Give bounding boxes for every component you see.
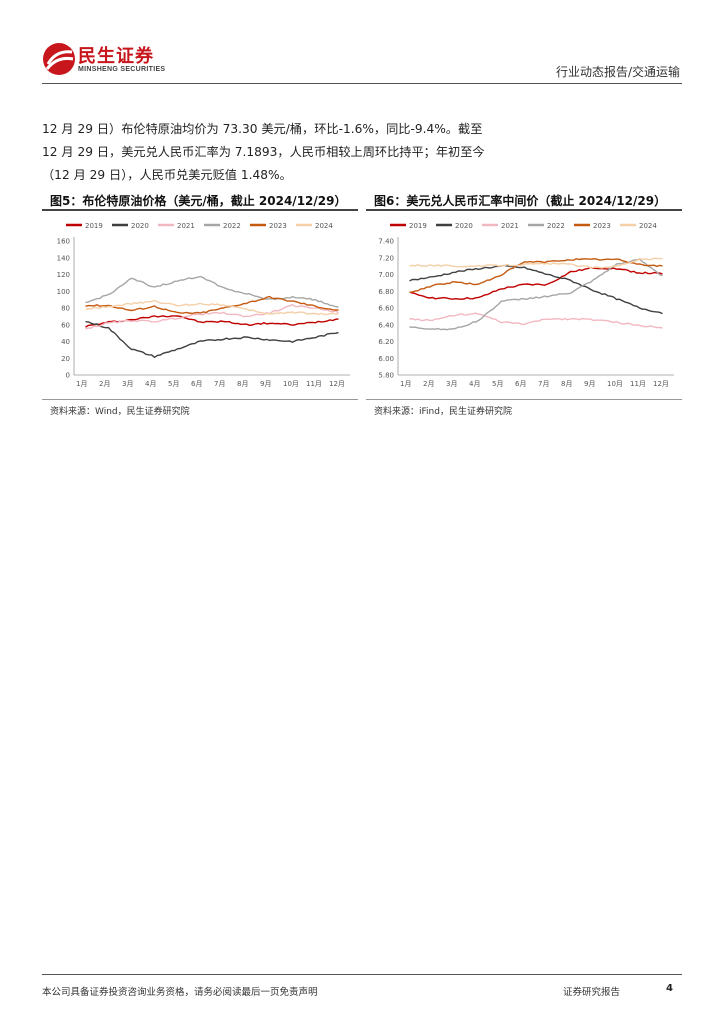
header-divider (42, 83, 682, 84)
company-logo: 民生证券 MINSHENG SECURITIES (42, 40, 192, 80)
x-tick-label: 6月 (191, 380, 202, 388)
body-line-3: （12 月 29 日），人民币兑美元贬值 1.48%。 (42, 168, 292, 182)
y-tick-label: 120 (57, 271, 70, 279)
logo-mark-icon (43, 43, 75, 75)
x-tick-label: 8月 (561, 380, 572, 388)
y-tick-label: 20 (61, 355, 70, 363)
x-tick-label: 7月 (538, 380, 549, 388)
usd-cny-chart: 2019 2020 2021 2022 2023 2024 5.80 6.00 6.20 6.40… (378, 222, 674, 388)
y-tick-label: 40 (61, 338, 70, 346)
x-tick-label: 12月 (329, 380, 345, 388)
legend-label-2021: 2021 (501, 222, 519, 230)
series-line-2020 (409, 264, 663, 315)
y-tick-label: 6.20 (378, 338, 394, 346)
x-tick-label: 3月 (122, 380, 133, 388)
x-tick-label: 10月 (283, 380, 299, 388)
figure-5-title: 图5：布伦特原油价格（美元/桶，截止 2024/12/29） (50, 194, 347, 208)
series-line-2024 (409, 257, 663, 269)
x-tick-label: 11月 (630, 380, 646, 388)
x-tick-label: 5月 (168, 380, 179, 388)
x-tick-label: 4月 (145, 380, 156, 388)
body-paragraph: 12 月 29 日）布伦特原油均价为 73.30 美元/桶，环比-1.6%，同比… (42, 118, 687, 187)
figure-6-title: 图6：美元兑人民币汇率中间价（截止 2024/12/29） (374, 194, 667, 208)
series-line-2021 (85, 303, 339, 330)
series-line-2022 (409, 258, 663, 331)
y-tick-label: 60 (61, 321, 70, 329)
legend-label-2019: 2019 (409, 222, 427, 230)
y-tick-label: 6.80 (378, 288, 394, 296)
figure-5-bottom-rule (42, 399, 358, 400)
brand-name-en: MINSHENG SECURITIES (78, 66, 166, 73)
y-tick-label: 6.60 (378, 305, 394, 313)
figure-6-title-rule (366, 209, 682, 211)
series-line-2019 (409, 266, 663, 300)
y-tick-label: 0 (66, 372, 70, 380)
figure-6-bottom-rule (366, 399, 682, 400)
legend-label-2021: 2021 (177, 222, 195, 230)
footer-divider (42, 974, 682, 975)
x-tick-label: 9月 (584, 380, 595, 388)
page-number: 4 (666, 983, 673, 994)
legend-label-2022: 2022 (223, 222, 241, 230)
series-line-2022 (85, 275, 339, 308)
y-tick-label: 6.00 (378, 355, 394, 363)
x-tick-label: 4月 (469, 380, 480, 388)
legend-label-2022: 2022 (547, 222, 565, 230)
figure-6-source: 资料来源：iFind，民生证券研究院 (374, 407, 512, 417)
legend-label-2023: 2023 (593, 222, 611, 230)
x-tick-label: 7月 (214, 380, 225, 388)
x-tick-label: 1月 (400, 380, 411, 388)
y-tick-label: 160 (57, 238, 70, 246)
body-line-2: 12 月 29 日，美元兑人民币汇率为 7.1893，人民币相较上周环比持平；年… (42, 145, 485, 159)
x-tick-label: 11月 (306, 380, 322, 388)
x-tick-label: 8月 (237, 380, 248, 388)
series-line-2023 (409, 258, 663, 293)
y-tick-label: 5.80 (378, 372, 394, 380)
x-tick-label: 10月 (607, 380, 623, 388)
body-line-1: 12 月 29 日）布伦特原油均价为 73.30 美元/桶，环比-1.6%，同比… (42, 122, 483, 136)
legend-label-2019: 2019 (85, 222, 103, 230)
x-tick-label: 2月 (99, 380, 110, 388)
series-line-2023 (85, 295, 339, 315)
footer-disclaimer: 本公司具备证券投资咨询业务资格，请务必阅读最后一页免责声明 (42, 987, 318, 998)
series-line-2021 (409, 312, 663, 329)
y-tick-label: 80 (61, 305, 70, 313)
footer-report-type: 证券研究报告 (563, 987, 621, 998)
figure-5-source: 资料来源：Wind，民生证券研究院 (50, 407, 190, 417)
y-tick-label: 140 (57, 254, 70, 262)
x-tick-label: 5月 (492, 380, 503, 388)
y-tick-label: 7.40 (378, 238, 394, 246)
x-tick-label: 6月 (515, 380, 526, 388)
legend-label-2020: 2020 (455, 222, 473, 230)
y-tick-label: 100 (57, 288, 70, 296)
report-section: 行业动态报告/交通运输 (555, 65, 680, 79)
y-tick-label: 7.00 (378, 271, 394, 279)
series-line-2024 (85, 299, 339, 316)
brent-oil-chart: 2019 2020 2021 2022 2023 2024 0 20 40 60 80 100 120 1… (57, 222, 350, 388)
legend-label-2020: 2020 (131, 222, 149, 230)
legend-label-2023: 2023 (269, 222, 287, 230)
brand-name-cn: 民生证券 (78, 46, 154, 67)
y-tick-label: 7.20 (378, 254, 394, 262)
figure-5-title-rule (42, 209, 358, 211)
series-line-2019 (85, 315, 339, 328)
legend-label-2024: 2024 (639, 222, 657, 230)
x-tick-label: 12月 (653, 380, 669, 388)
y-tick-label: 6.40 (378, 321, 394, 329)
x-tick-label: 2月 (423, 380, 434, 388)
legend-label-2024: 2024 (315, 222, 333, 230)
x-tick-label: 3月 (446, 380, 457, 388)
x-tick-label: 1月 (76, 380, 87, 388)
x-tick-label: 9月 (260, 380, 271, 388)
series-line-2020 (85, 321, 339, 359)
